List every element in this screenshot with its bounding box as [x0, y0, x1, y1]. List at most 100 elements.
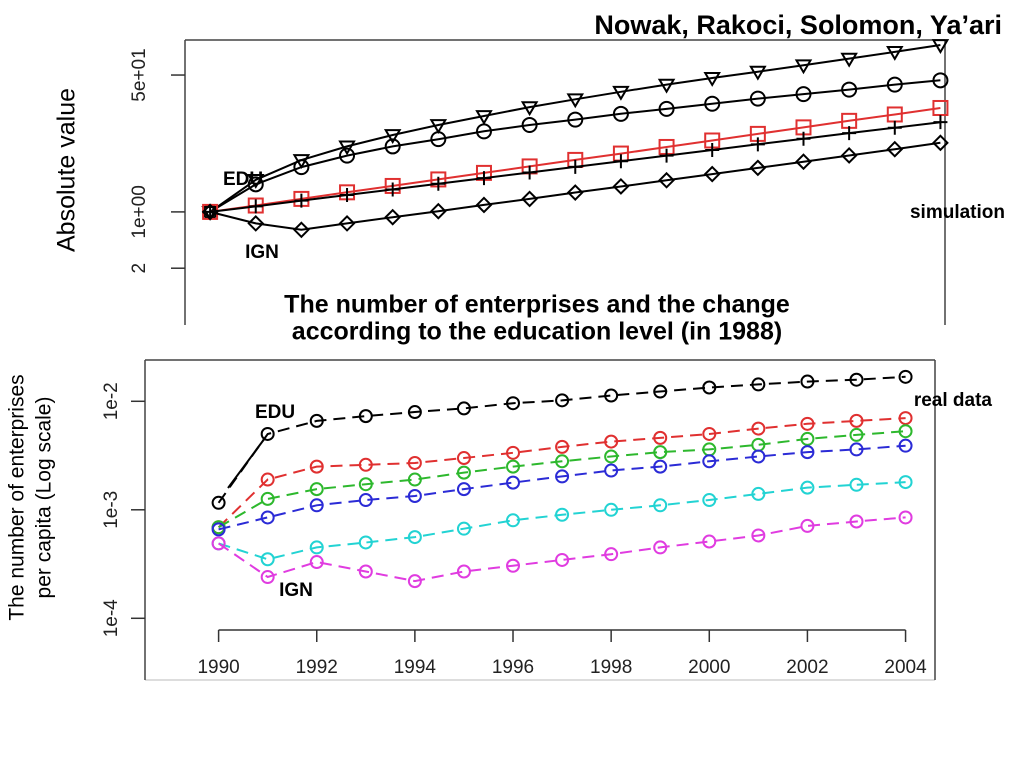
marker [653, 384, 668, 399]
marker [612, 105, 629, 122]
marker [702, 380, 717, 395]
marker [886, 76, 903, 93]
marker [407, 405, 422, 420]
marker [898, 424, 913, 439]
marker [309, 482, 324, 497]
marker [898, 510, 913, 525]
marker [568, 159, 583, 174]
x-tick-label: 1998 [590, 657, 632, 678]
marker [260, 491, 275, 506]
marker [456, 451, 471, 466]
marker [384, 138, 401, 155]
marker [613, 154, 628, 169]
marker [612, 85, 630, 101]
marker [849, 477, 864, 492]
marker [555, 439, 570, 454]
marker [658, 171, 675, 189]
marker [385, 182, 400, 197]
marker [842, 126, 857, 141]
annotation: IGN [279, 580, 313, 601]
marker [749, 65, 767, 81]
marker [751, 377, 766, 392]
marker [749, 90, 766, 107]
marker [522, 165, 537, 180]
y-axis-label: Absolute value [53, 88, 81, 252]
series-line [209, 79, 941, 213]
marker [751, 449, 766, 464]
marker [849, 427, 864, 442]
marker [247, 214, 265, 232]
x-tick-label: 2000 [688, 657, 730, 678]
marker [566, 93, 585, 109]
marker [604, 502, 619, 517]
marker [604, 434, 619, 449]
marker [294, 193, 309, 208]
marker [703, 72, 721, 87]
marker [260, 510, 275, 525]
x-tick-label: 2002 [786, 657, 828, 678]
marker [849, 514, 864, 529]
slide-title: Nowak, Rakoci, Solomon, Ya’ari [594, 10, 1002, 40]
marker [407, 530, 422, 545]
marker [456, 564, 471, 579]
marker [358, 535, 373, 550]
series-line [217, 375, 906, 504]
series-line [209, 44, 941, 213]
marker [338, 140, 356, 156]
marker [309, 540, 324, 555]
marker [475, 110, 493, 125]
marker [506, 445, 521, 460]
marker [520, 101, 539, 117]
marker [566, 184, 584, 201]
marker [293, 159, 310, 176]
marker [932, 72, 949, 89]
marker [292, 221, 310, 239]
marker [407, 472, 422, 487]
marker [604, 449, 619, 464]
marker [338, 214, 356, 232]
marker [886, 140, 904, 158]
marker [456, 521, 471, 536]
marker [555, 454, 570, 469]
marker [358, 477, 373, 492]
marker [898, 411, 913, 426]
marker [800, 374, 815, 389]
marker [555, 469, 570, 484]
marker [431, 176, 446, 191]
series-line [218, 430, 906, 529]
marker [555, 507, 570, 522]
x-tick-label: 1996 [492, 657, 534, 678]
marker [555, 552, 570, 567]
marker [702, 426, 717, 441]
y-tick-label: 1e+00 [129, 185, 150, 238]
marker [795, 153, 812, 171]
marker [309, 413, 324, 428]
y-tick-label: 1e-4 [101, 599, 122, 637]
marker [211, 536, 226, 551]
marker [247, 173, 265, 189]
marker [555, 393, 570, 408]
marker [429, 119, 448, 134]
marker [521, 190, 539, 208]
marker [604, 388, 619, 403]
series-line [217, 417, 906, 529]
marker [751, 421, 766, 436]
marker [800, 431, 815, 446]
title-backdrop [190, 292, 890, 352]
marker [800, 416, 815, 431]
marker [751, 528, 766, 543]
marker [604, 547, 619, 562]
marker [840, 147, 858, 164]
marker [260, 472, 275, 487]
chart-title: The number of enterprises and the change [284, 291, 790, 319]
marker [840, 52, 858, 68]
marker [849, 442, 864, 457]
marker [932, 134, 949, 152]
marker [795, 86, 812, 103]
marker [653, 430, 668, 445]
x-tick-label: 2004 [884, 657, 927, 678]
marker [800, 518, 815, 533]
marker [653, 445, 668, 460]
